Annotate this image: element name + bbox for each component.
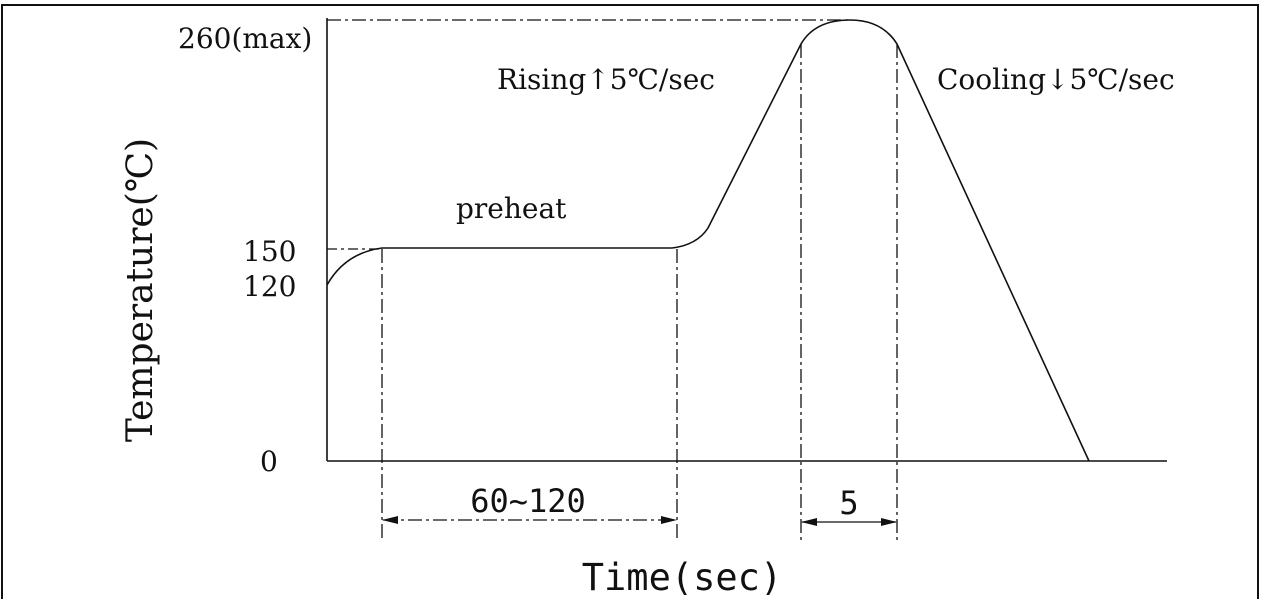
y-tick-150: 150 [243, 235, 296, 268]
y-tick-260: 260(max) [178, 22, 312, 55]
rising-rate-label: Rising↑5℃/sec [497, 63, 715, 96]
peak-duration-label: 5 [839, 484, 858, 522]
preheat-label: preheat [456, 192, 567, 225]
x-axis-title: Time(sec) [582, 556, 782, 599]
temperature-profile-curve [326, 19, 1090, 462]
y-tick-120: 120 [243, 270, 296, 303]
preheat-duration-label: 60~120 [470, 482, 586, 520]
y-tick-0: 0 [260, 445, 278, 478]
y-axis-title: Temperature(℃) [120, 138, 161, 442]
cooling-rate-label: Cooling↓5℃/sec [937, 63, 1175, 96]
frame [1, 4, 1259, 599]
